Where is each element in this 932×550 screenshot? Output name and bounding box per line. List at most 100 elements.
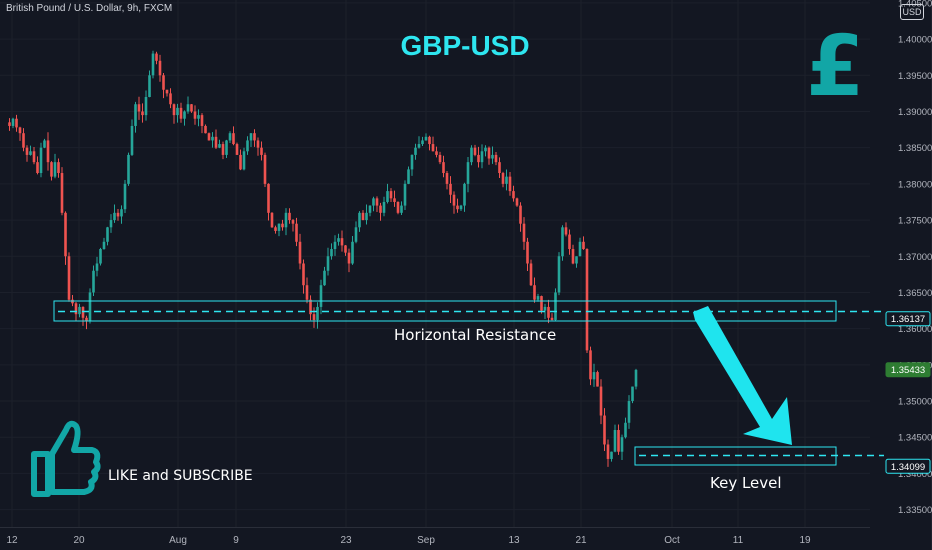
candle-body[interactable] <box>102 241 106 250</box>
candle-body[interactable] <box>246 140 249 152</box>
candle-body[interactable] <box>470 147 473 163</box>
candle-body[interactable] <box>144 97 148 116</box>
candle-body[interactable] <box>386 191 389 202</box>
candle-body[interactable] <box>631 386 634 402</box>
candle-body[interactable] <box>494 154 498 163</box>
candle-body[interactable] <box>571 249 575 264</box>
candle-body[interactable] <box>302 263 305 286</box>
candle-body[interactable] <box>473 147 477 155</box>
candle-body[interactable] <box>281 223 284 228</box>
candle-body[interactable] <box>610 451 613 459</box>
candle-body[interactable] <box>459 205 463 210</box>
candle-body[interactable] <box>309 299 312 315</box>
candle-body[interactable] <box>109 220 113 228</box>
candle-body[interactable] <box>515 198 519 206</box>
candle-body[interactable] <box>379 205 382 213</box>
candle-body[interactable] <box>197 115 200 119</box>
candle-body[interactable] <box>50 162 53 177</box>
candle-body[interactable] <box>277 223 281 231</box>
candle-body[interactable] <box>452 194 456 206</box>
candle-body[interactable] <box>337 238 340 242</box>
candle-body[interactable] <box>354 227 358 242</box>
candle-body[interactable] <box>382 201 386 213</box>
candle-body[interactable] <box>211 136 214 141</box>
candle-body[interactable] <box>375 198 379 206</box>
candle-body[interactable] <box>627 401 631 423</box>
candle-body[interactable] <box>186 104 190 112</box>
symbol-header[interactable]: British Pound / U.S. Dollar, 9h, FXCM <box>6 3 173 14</box>
candle-body[interactable] <box>540 296 543 311</box>
candle-body[interactable] <box>403 183 407 206</box>
candle-body[interactable] <box>326 256 330 271</box>
candle-body[interactable] <box>585 249 589 351</box>
price-axis[interactable]: 1.335001.340001.345001.350001.355001.360… <box>898 0 932 516</box>
candle-body[interactable] <box>221 144 225 155</box>
candle-body[interactable] <box>319 285 323 307</box>
candle-body[interactable] <box>260 147 263 155</box>
candle-body[interactable] <box>417 144 421 148</box>
candle-body[interactable] <box>435 151 438 155</box>
candle-body[interactable] <box>568 234 571 250</box>
candle-body[interactable] <box>372 198 375 206</box>
candle-body[interactable] <box>22 133 25 148</box>
candle-body[interactable] <box>421 140 424 145</box>
candle-body[interactable] <box>550 317 554 320</box>
candle-body[interactable] <box>95 263 99 271</box>
candle-body[interactable] <box>155 53 158 61</box>
candle-body[interactable] <box>218 144 221 148</box>
candle-body[interactable] <box>92 270 95 293</box>
candle-body[interactable] <box>151 53 155 76</box>
candle-body[interactable] <box>456 205 459 210</box>
candle-body[interactable] <box>351 241 354 264</box>
candle-body[interactable] <box>529 263 533 286</box>
candle-body[interactable] <box>491 154 494 159</box>
candle-body[interactable] <box>200 115 204 126</box>
candle-body[interactable] <box>225 140 228 155</box>
candle-body[interactable] <box>274 227 277 231</box>
candle-body[interactable] <box>410 154 414 170</box>
candle-body[interactable] <box>536 296 540 300</box>
candle-body[interactable] <box>498 162 501 174</box>
candle-body[interactable] <box>442 162 445 174</box>
candle-body[interactable] <box>477 154 480 163</box>
candle-body[interactable] <box>596 372 599 387</box>
candle-body[interactable] <box>400 205 403 213</box>
candle-body[interactable] <box>407 169 410 184</box>
candle-body[interactable] <box>190 104 193 112</box>
candle-body[interactable] <box>463 183 466 206</box>
candle-body[interactable] <box>512 191 515 199</box>
candle-body[interactable] <box>428 136 431 145</box>
candle-body[interactable] <box>393 198 396 202</box>
candle-body[interactable] <box>358 212 361 228</box>
candle-body[interactable] <box>522 223 526 242</box>
candle-body[interactable] <box>620 437 624 452</box>
candle-body[interactable] <box>193 111 197 119</box>
candle-body[interactable] <box>414 147 417 155</box>
candle-body[interactable] <box>249 133 253 141</box>
candle-body[interactable] <box>39 147 43 174</box>
candle-body[interactable] <box>501 173 505 184</box>
candle-body[interactable] <box>106 227 109 242</box>
candle-body[interactable] <box>46 140 50 163</box>
candle-body[interactable] <box>333 241 337 250</box>
candle-body[interactable] <box>15 118 18 128</box>
candle-body[interactable] <box>256 140 260 148</box>
candle-body[interactable] <box>368 205 372 213</box>
candle-body[interactable] <box>78 306 81 315</box>
candle-body[interactable] <box>624 422 627 438</box>
candle-body[interactable] <box>603 415 606 445</box>
candle-body[interactable] <box>158 60 162 76</box>
candle-body[interactable] <box>67 256 71 300</box>
candle-body[interactable] <box>480 151 484 163</box>
candle-body[interactable] <box>582 241 585 250</box>
candle-body[interactable] <box>64 212 67 257</box>
candle-body[interactable] <box>183 111 186 119</box>
candle-body[interactable] <box>445 173 449 184</box>
candle-body[interactable] <box>578 241 582 257</box>
candle-body[interactable] <box>389 191 393 199</box>
candlestick-series[interactable] <box>8 50 638 467</box>
candle-body[interactable] <box>526 241 529 264</box>
candle-body[interactable] <box>288 212 291 221</box>
candle-body[interactable] <box>81 306 85 318</box>
